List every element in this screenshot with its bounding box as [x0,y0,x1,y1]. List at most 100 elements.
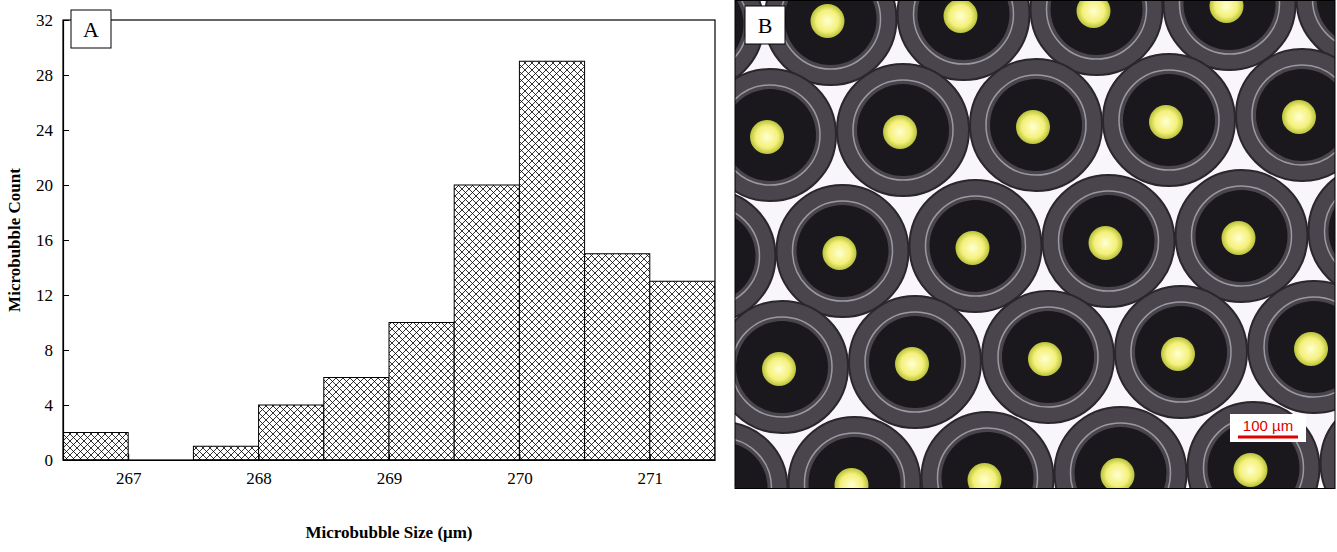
x-tick-label: 271 [638,469,664,488]
y-axis: 048121620242832 [36,11,69,470]
x-tick: 268 [246,454,272,488]
microbubble [1115,286,1247,418]
bubble-core [1051,0,1143,55]
microbubble [849,296,981,428]
microbubble [789,417,921,488]
bubble-shell [1309,165,1336,297]
y-axis-title: Microbubble Count [5,168,24,312]
plot-frame [63,20,715,460]
bubble-center [835,468,869,488]
x-tick-mark [259,454,260,460]
microbubble [735,422,788,488]
microbubble [777,185,909,317]
x-tick: 271 [638,454,664,488]
bubble-ring [1047,0,1147,59]
bubble-ring [1252,65,1335,165]
bubble-ring [735,438,772,488]
y-tick: 0 [45,451,70,470]
bubble-core [1196,190,1288,282]
bubble-core [785,0,877,65]
bubble-ring [998,307,1098,407]
bubble-core [918,0,1010,60]
bubble-ring [781,0,881,69]
y-tick: 12 [36,286,69,305]
y-tick-mark [63,350,69,351]
panel-label-box [745,6,785,44]
y-tick-mark [63,240,69,241]
y-tick-label: 24 [36,121,54,140]
microbubble [1176,170,1308,302]
bubble-ring [853,80,953,180]
bubble-center [811,4,845,38]
bubble-core [930,200,1022,292]
x-tick-label: 267 [116,469,142,488]
bubble-ring [1119,70,1219,170]
y-tick-mark [63,460,69,461]
microbubble [1236,49,1335,181]
y-tick: 24 [36,121,69,140]
y-tick-mark [63,75,69,76]
x-tick: 269 [377,454,403,488]
bubble-shell [1321,397,1336,488]
bubble-core [1075,427,1167,488]
scale-bar [1238,436,1298,439]
microbubble [1188,402,1320,488]
microbubble [1309,165,1336,297]
bubble-ring [1264,297,1335,397]
bubble-core [735,89,816,181]
bubble-shell [735,301,848,433]
bubble-ring [735,206,760,306]
bubble-ring [793,201,893,301]
bubble-core [990,79,1082,171]
bubble-core [735,0,744,70]
y-tick-label: 16 [36,231,53,250]
y-tick-label: 20 [36,176,53,195]
bubble-core [857,84,949,176]
bubble-shell [1115,286,1247,418]
bubble-shell [1055,407,1187,488]
microbubble [1055,407,1187,488]
bubble-center [823,236,857,270]
bubble-center [750,120,784,154]
bubble-ring [1313,0,1336,49]
x-tick-mark [128,454,129,460]
microbubble [1321,397,1336,488]
bubble-core [735,210,756,302]
bubble-core [1256,69,1335,161]
bubble-ring [1325,181,1336,281]
microbubble [1103,54,1235,186]
x-tick-mark [519,454,520,460]
bubble-shell [970,59,1102,191]
bubble-shell [982,291,1114,423]
microbubble [735,69,836,201]
y-tick: 8 [45,341,70,360]
micrograph-frame [735,1,1335,489]
x-axis: 267268269270271 [64,454,716,488]
bubble-core [809,437,901,488]
y-tick-mark [63,295,69,296]
bubble-ring [735,317,832,417]
bubble-center [1016,110,1050,144]
y-tick-label: 0 [45,451,54,470]
y-tick: 16 [36,231,69,250]
bubble-center [1234,453,1268,487]
bubble-ring [805,433,905,488]
y-tick: 32 [36,11,69,30]
bubble-ring [926,196,1026,296]
bubble-shell [789,417,921,488]
bubble-shell [1188,402,1320,488]
x-axis-line [64,460,716,461]
histogram-bar [259,405,324,460]
bubble-ring [938,428,1038,488]
histogram-bar [63,433,128,461]
y-tick-mark [63,130,69,131]
bubble-ring [1192,186,1292,286]
microbubble [837,64,969,196]
bubble-shell [837,64,969,196]
bubble-ring [1131,302,1231,402]
bubble-center [1222,221,1256,255]
histogram-bar [454,185,519,460]
bubble-center [1077,0,1111,28]
microbubble [910,180,1042,312]
y-tick-label: 4 [45,396,54,415]
